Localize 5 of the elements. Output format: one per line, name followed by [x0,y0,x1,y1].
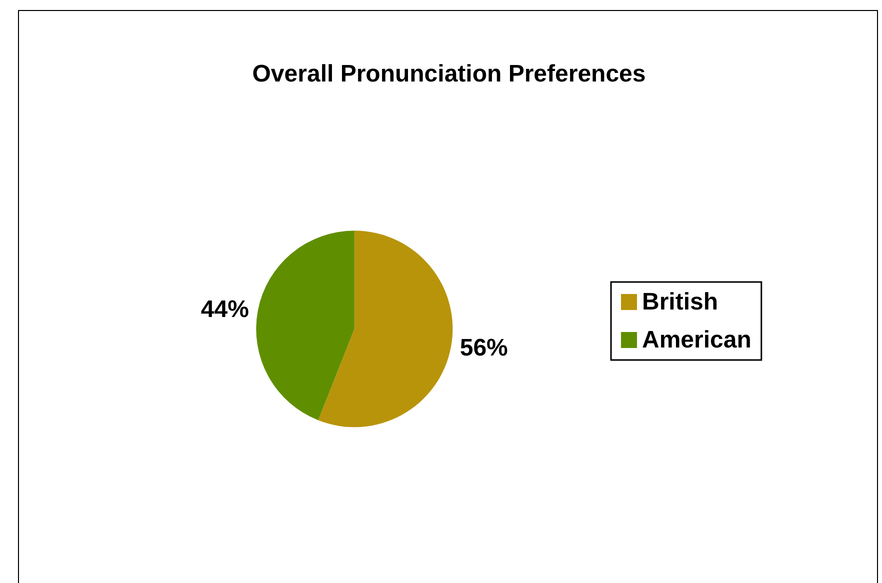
data-label: 44% [200,296,249,324]
data-label: 56% [460,334,508,362]
legend-label: British [642,288,718,316]
chart-title: Overall Pronunciation Preferences [252,60,646,88]
legend-label: American [642,326,752,354]
